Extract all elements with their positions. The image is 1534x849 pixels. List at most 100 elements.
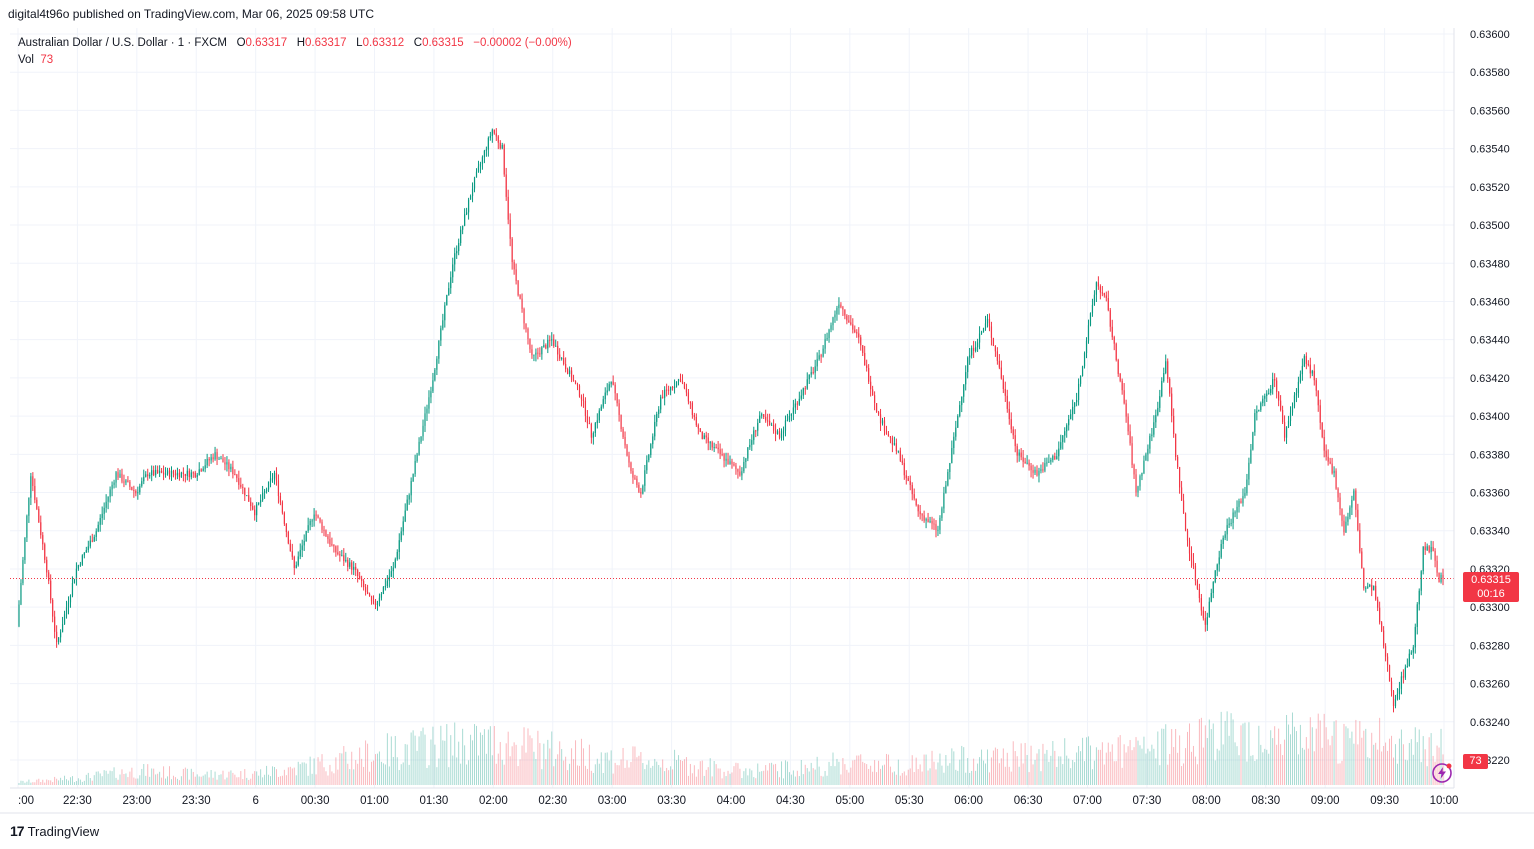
candle-body <box>36 499 38 509</box>
volume-bar <box>670 766 672 785</box>
candle-body <box>414 461 416 474</box>
candle-body <box>885 431 888 434</box>
volume-bar <box>753 777 755 785</box>
gridlines <box>10 28 1454 788</box>
candle-body <box>1355 490 1357 510</box>
candle-body <box>648 454 650 461</box>
volume-bar <box>1214 760 1216 785</box>
candle-body <box>668 389 670 391</box>
volume-bar <box>1097 749 1099 785</box>
volume-bar <box>165 778 167 785</box>
volume-bar <box>1095 747 1097 785</box>
candle-body <box>1131 443 1133 465</box>
volume-bar <box>365 740 367 785</box>
candle-body <box>424 413 426 426</box>
candle-body <box>464 214 466 226</box>
volume-bar <box>521 745 523 785</box>
candlestick-chart[interactable] <box>10 28 1454 788</box>
candle-body <box>1010 419 1012 430</box>
candle-body <box>1418 590 1420 605</box>
candle-body <box>812 372 814 374</box>
volume-bar <box>828 761 830 785</box>
candle-body <box>872 389 874 396</box>
volume-bar <box>943 772 945 785</box>
candle-body <box>614 384 616 394</box>
volume-bar <box>988 772 990 785</box>
volume-bar <box>369 771 371 785</box>
volume-bar <box>1141 748 1143 785</box>
volume-bar <box>856 755 858 785</box>
price-axis[interactable]: 0.636000.635800.635600.635400.635200.635… <box>1453 28 1510 788</box>
time-tick-label: 00:30 <box>301 795 330 807</box>
candle-body <box>586 415 589 424</box>
volume-bar <box>600 752 602 785</box>
candle-body <box>1200 598 1202 611</box>
candle-body <box>889 436 892 438</box>
volume-bar <box>596 758 598 785</box>
candle-body <box>1218 557 1220 565</box>
volume-bar <box>1301 747 1303 785</box>
candle-body <box>994 345 997 352</box>
volume-bar <box>1293 726 1295 785</box>
candle-body <box>568 370 571 375</box>
volume-bar <box>260 769 262 785</box>
volume-bar <box>289 766 291 785</box>
candle-body <box>842 307 844 310</box>
legend-vol-value: 73 <box>40 54 54 66</box>
volume-bar <box>1331 735 1333 785</box>
volume-bar <box>493 725 495 785</box>
volume-bar <box>69 777 71 785</box>
chart-area[interactable] <box>10 28 1454 788</box>
candle-body <box>1404 667 1406 678</box>
volume-bar <box>248 779 250 785</box>
volume-bar <box>73 782 75 785</box>
volume-bar <box>236 777 238 785</box>
volume-bar <box>252 773 254 785</box>
candle-body <box>1228 523 1230 526</box>
volume-bar <box>1226 711 1228 785</box>
volume-bar <box>283 769 285 785</box>
volume-bar <box>985 763 987 785</box>
volume-bar <box>889 766 891 785</box>
tradingview-brand[interactable]: 17 TradingView <box>10 823 99 839</box>
candle-body <box>1390 681 1393 692</box>
volume-bar <box>996 748 998 785</box>
volume-bar <box>616 765 618 785</box>
volume-bar <box>525 752 527 785</box>
volume-bar <box>1040 771 1042 785</box>
candle-body <box>347 559 349 567</box>
candle-body <box>384 585 386 588</box>
volume-bar <box>434 744 436 785</box>
volume-bar <box>442 740 444 785</box>
candle-body <box>761 414 763 416</box>
volume-bar <box>731 772 733 785</box>
candle-body <box>1024 461 1026 464</box>
volume-bar <box>937 762 939 785</box>
candle-body <box>337 552 339 555</box>
legend-symbol[interactable]: Australian Dollar / U.S. Dollar · 1 · FX… <box>18 37 227 49</box>
volume-bar <box>1157 731 1159 785</box>
volume-bar <box>666 767 668 785</box>
time-axis[interactable]: :00 22:30 23:00 23:30 6 00:30 01:00 01:30 02:00 0… <box>0 787 1534 814</box>
candle-body <box>1426 546 1428 551</box>
lightning-icon[interactable] <box>1431 762 1453 784</box>
candle-body <box>331 544 333 546</box>
volume-bar <box>1034 759 1036 785</box>
volume-bar <box>1068 758 1070 785</box>
candle-body <box>469 196 472 200</box>
candle-body <box>93 536 95 542</box>
candle-body <box>1054 456 1056 460</box>
volume-bar <box>250 778 252 785</box>
volume-bar <box>1329 745 1331 785</box>
volume-bar <box>1286 714 1288 785</box>
volume-bar <box>1143 736 1145 785</box>
volume-bar <box>1305 737 1307 785</box>
legend-vol-label[interactable]: Vol <box>18 54 34 66</box>
candle-body <box>246 495 248 497</box>
candle-body <box>937 529 939 531</box>
candle-body <box>1303 356 1305 366</box>
candle-body <box>679 379 682 382</box>
candle-body <box>1097 282 1099 287</box>
volume-bar <box>343 746 345 785</box>
candle-body <box>727 458 729 465</box>
